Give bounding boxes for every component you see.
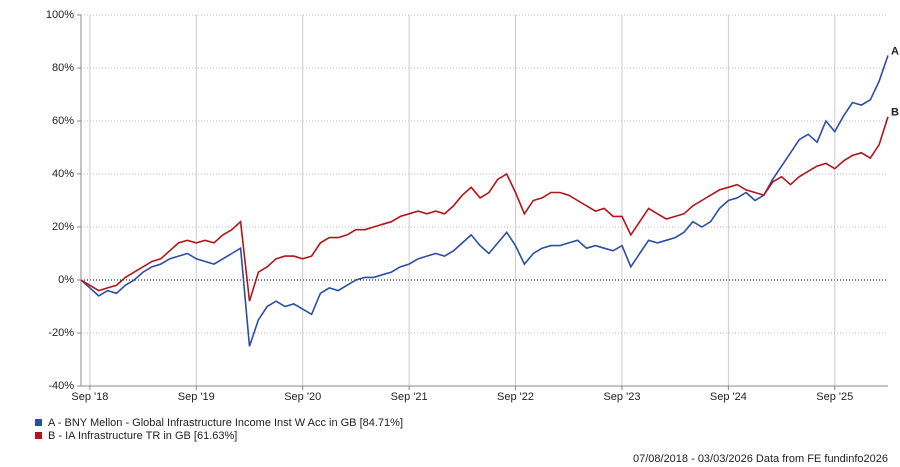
x-tick-label: Sep '25 (816, 391, 853, 403)
y-tick-label: 60% (52, 115, 74, 127)
series-end-label: B (891, 107, 899, 119)
x-tick-label: Sep '21 (391, 391, 428, 403)
series-line (80, 116, 889, 302)
legend-swatch (35, 432, 42, 439)
legend-label: B - IA Infrastructure TR in GB [61.63%] (48, 430, 237, 442)
x-tick-label: Sep '23 (603, 391, 640, 403)
x-tick-label: Sep '18 (71, 391, 108, 403)
y-tick-label: 40% (52, 168, 74, 180)
legend-swatch (35, 419, 42, 426)
x-tick-label: Sep '20 (284, 391, 321, 403)
series-line (80, 55, 889, 347)
y-tick-label: 100% (46, 9, 74, 21)
y-tick-label: -40% (48, 380, 74, 392)
footer: 07/08/2018 - 03/03/2026 Data from FE fun… (633, 453, 888, 465)
y-tick-label: 20% (52, 221, 74, 233)
series-end-label: A (891, 45, 899, 57)
y-tick-label: 0% (58, 274, 74, 286)
x-tick-label: Sep '22 (497, 391, 534, 403)
x-tick-label: Sep '19 (178, 391, 215, 403)
x-tick-label: Sep '24 (710, 391, 747, 403)
legend-label: A - BNY Mellon - Global Infrastructure I… (48, 417, 403, 429)
y-tick-label: -20% (48, 327, 74, 339)
y-tick-label: 80% (52, 62, 74, 74)
